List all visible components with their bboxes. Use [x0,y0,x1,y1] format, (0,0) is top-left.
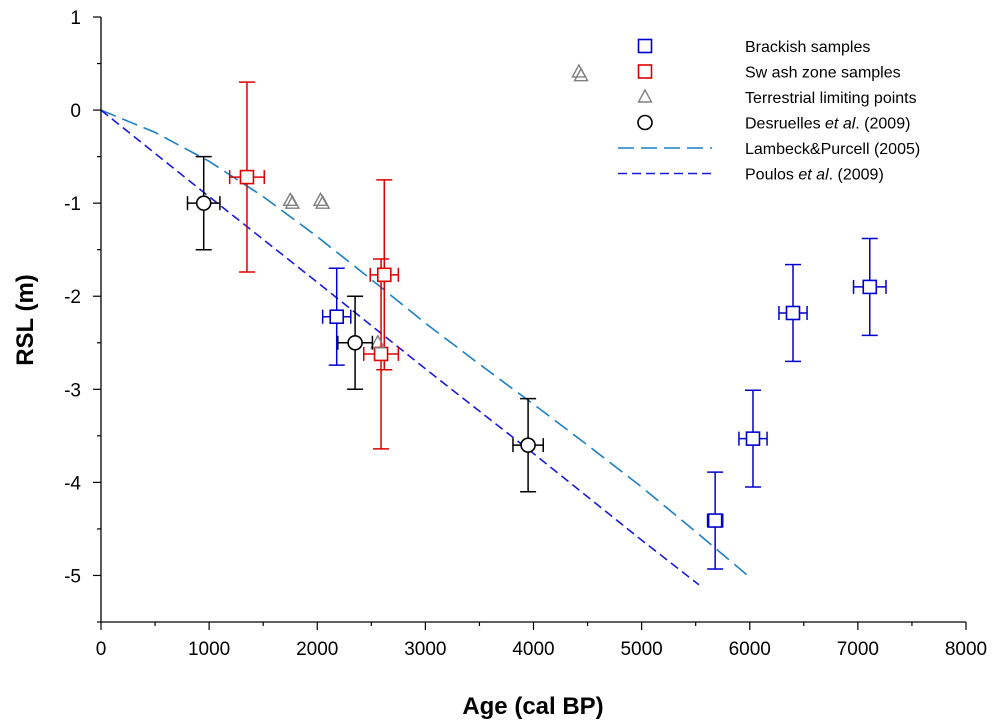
x-axis-title: Age (cal BP) [462,693,603,720]
square-marker [240,171,253,184]
legend: Brackish samples Sw ash zone samples Terre… [618,39,920,184]
x-tick-label: 3000 [404,639,446,660]
square-marker [787,306,800,319]
legend-label: Sw ash zone samples [745,65,901,82]
y-tick-label: -1 [64,194,81,215]
square-marker [709,514,722,527]
series-line-poulos [101,110,699,585]
square-marker [863,280,876,293]
x-tick-label: 5000 [620,639,662,660]
circle-marker [348,336,362,350]
y-tick-label: 1 [70,8,81,29]
series-line-lambeck-purcell [101,110,750,577]
legend-label: Desruelles et al. (2009) [745,116,910,133]
square-marker [375,347,388,360]
x-tick-label: 1000 [188,639,230,660]
legend-label: Poulos et al. (2009) [745,167,884,184]
square-marker [330,310,343,323]
y-tick-label: -4 [64,473,81,494]
legend-symbol-circle [638,116,652,130]
x-tick-label: 0 [96,639,107,660]
legend-symbol-square [639,40,652,53]
square-marker [378,268,391,281]
legend-label: Lambeck&Purcell (2005) [745,141,920,158]
legend-label: Brackish samples [745,39,870,56]
square-marker [746,432,759,445]
x-tick-label: 4000 [512,639,554,660]
triangle-marker [371,336,384,348]
circle-marker [521,438,535,452]
y-tick-label: -2 [64,287,81,308]
y-axis-title: RSL (m) [12,274,39,366]
x-tick-label: 2000 [296,639,338,660]
x-tick-label: 7000 [837,639,879,660]
triangle-marker [572,65,585,77]
y-tick-label: -5 [64,566,81,587]
circle-marker [197,196,211,210]
y-tick-label: -3 [64,380,81,401]
x-tick-label: 6000 [729,639,771,660]
legend-symbol-triangle [639,90,652,102]
legend-symbol-square [639,65,652,78]
y-tick-label: 0 [70,101,81,122]
x-tick-label: 8000 [945,639,987,660]
legend-label: Terrestrial limiting points [745,90,917,107]
